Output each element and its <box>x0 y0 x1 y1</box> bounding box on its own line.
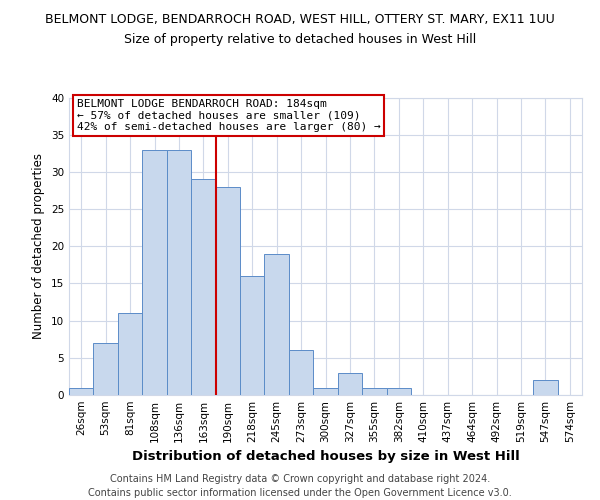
Bar <box>386 388 411 395</box>
Text: Contains HM Land Registry data © Crown copyright and database right 2024.: Contains HM Land Registry data © Crown c… <box>110 474 490 484</box>
Bar <box>118 313 142 395</box>
Bar <box>69 388 94 395</box>
X-axis label: Distribution of detached houses by size in West Hill: Distribution of detached houses by size … <box>131 450 520 464</box>
Text: BELMONT LODGE BENDARROCH ROAD: 184sqm
← 57% of detached houses are smaller (109): BELMONT LODGE BENDARROCH ROAD: 184sqm ← … <box>77 99 380 132</box>
Text: Contains public sector information licensed under the Open Government Licence v3: Contains public sector information licen… <box>88 488 512 498</box>
Y-axis label: Number of detached properties: Number of detached properties <box>32 153 46 340</box>
Bar <box>94 343 118 395</box>
Bar <box>240 276 265 395</box>
Bar <box>191 180 215 395</box>
Text: BELMONT LODGE, BENDARROCH ROAD, WEST HILL, OTTERY ST. MARY, EX11 1UU: BELMONT LODGE, BENDARROCH ROAD, WEST HIL… <box>45 12 555 26</box>
Bar <box>289 350 313 395</box>
Text: Size of property relative to detached houses in West Hill: Size of property relative to detached ho… <box>124 32 476 46</box>
Bar <box>215 186 240 395</box>
Bar <box>362 388 386 395</box>
Bar <box>338 372 362 395</box>
Bar <box>167 150 191 395</box>
Bar <box>533 380 557 395</box>
Bar <box>265 254 289 395</box>
Bar <box>313 388 338 395</box>
Bar <box>142 150 167 395</box>
